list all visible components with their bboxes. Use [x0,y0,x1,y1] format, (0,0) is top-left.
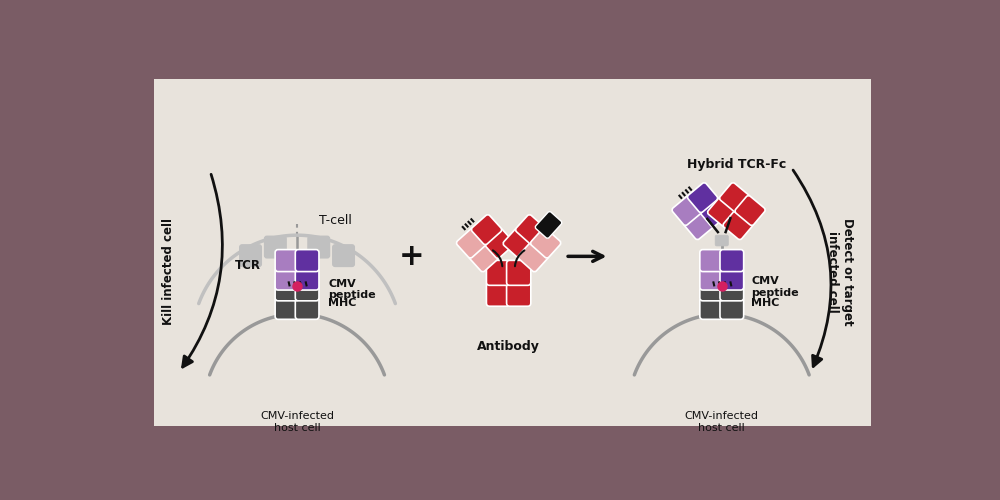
FancyBboxPatch shape [530,228,561,258]
FancyBboxPatch shape [700,268,724,290]
FancyBboxPatch shape [275,250,299,272]
Text: +: + [399,242,425,271]
FancyBboxPatch shape [723,210,753,240]
FancyBboxPatch shape [503,228,533,258]
Text: Kill infected cell: Kill infected cell [162,218,175,325]
FancyBboxPatch shape [535,212,562,238]
FancyBboxPatch shape [518,242,548,272]
FancyBboxPatch shape [308,236,330,258]
FancyArrowPatch shape [793,170,831,366]
FancyBboxPatch shape [687,182,718,212]
FancyBboxPatch shape [275,279,299,301]
Text: MHC: MHC [328,298,356,308]
FancyBboxPatch shape [275,268,299,290]
FancyBboxPatch shape [699,197,730,227]
FancyBboxPatch shape [720,250,744,272]
FancyBboxPatch shape [295,298,319,320]
Text: CMV-infected
host cell: CMV-infected host cell [685,411,759,432]
Text: Detect or target
infected cell: Detect or target infected cell [826,218,854,326]
Text: MHC: MHC [751,298,780,308]
FancyBboxPatch shape [700,250,724,272]
Text: TCR: TCR [235,260,261,272]
FancyBboxPatch shape [471,214,502,244]
FancyArrowPatch shape [183,174,222,367]
Text: CMV
peptide: CMV peptide [328,278,376,300]
FancyBboxPatch shape [720,298,744,320]
FancyBboxPatch shape [507,260,531,285]
FancyBboxPatch shape [715,235,728,246]
Text: CMV-infected
host cell: CMV-infected host cell [260,411,334,432]
FancyBboxPatch shape [484,228,514,258]
Text: T-cell: T-cell [319,214,352,227]
FancyBboxPatch shape [708,197,738,227]
FancyBboxPatch shape [295,268,319,290]
FancyBboxPatch shape [486,282,511,306]
FancyBboxPatch shape [700,298,724,320]
Text: Hybrid TCR-Fc: Hybrid TCR-Fc [687,158,786,171]
FancyBboxPatch shape [507,282,531,306]
Text: Antibody: Antibody [477,340,540,353]
FancyBboxPatch shape [333,245,354,266]
FancyBboxPatch shape [295,250,319,272]
FancyBboxPatch shape [456,228,487,258]
FancyBboxPatch shape [154,79,871,426]
FancyBboxPatch shape [275,298,299,320]
FancyBboxPatch shape [486,260,511,285]
FancyBboxPatch shape [700,279,724,301]
FancyBboxPatch shape [720,279,744,301]
FancyBboxPatch shape [295,279,319,301]
Text: CMV
peptide: CMV peptide [751,276,799,298]
FancyBboxPatch shape [516,214,546,244]
FancyBboxPatch shape [719,182,750,212]
FancyBboxPatch shape [469,242,499,272]
FancyBboxPatch shape [720,268,744,290]
FancyBboxPatch shape [684,210,714,240]
FancyBboxPatch shape [240,245,261,266]
FancyBboxPatch shape [735,196,765,226]
FancyBboxPatch shape [265,236,286,258]
FancyBboxPatch shape [672,196,702,226]
